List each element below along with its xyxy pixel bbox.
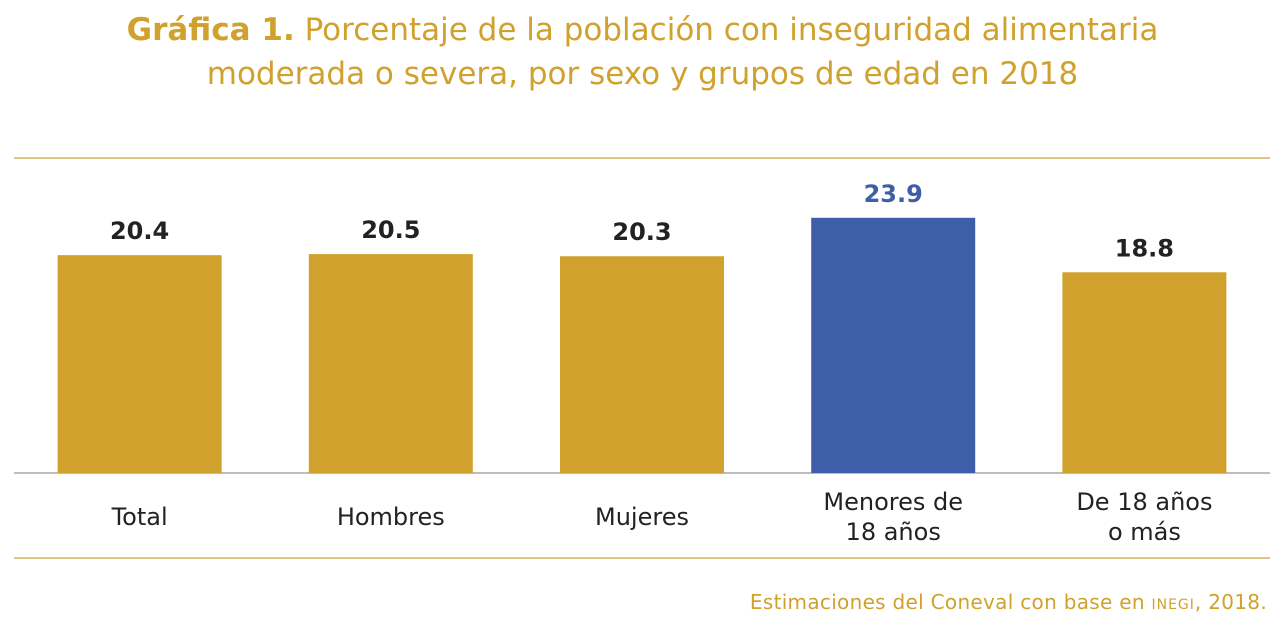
category-label-3-line-1: 18 años — [846, 518, 941, 546]
data-label-1: 20.5 — [361, 216, 420, 244]
title-text-1: Porcentaje de la población con insegurid… — [304, 12, 1159, 48]
data-label-3: 23.9 — [864, 180, 923, 208]
bar-0 — [57, 255, 222, 473]
category-label-4: De 18 años o más — [1076, 488, 1212, 546]
category-label-2-line-0: Mujeres — [595, 503, 689, 531]
bar-1 — [308, 254, 473, 473]
title-line-1: Gráfica 1. Porcentaje de la población co… — [0, 8, 1285, 52]
title-prefix: Gráfica 1. — [126, 12, 295, 48]
source-text-end: , 2018. — [1194, 590, 1267, 614]
category-label-0: Total — [111, 503, 168, 531]
category-label-2: Mujeres — [595, 503, 689, 531]
category-label-1: Hombres — [337, 503, 445, 531]
category-label-4-line-0: De 18 años — [1076, 488, 1212, 516]
source-note: Estimaciones del Coneval con base en INE… — [750, 590, 1267, 614]
source-text: Estimaciones del Coneval con base en — [749, 590, 1152, 614]
category-label-3: Menores de 18 años — [823, 488, 963, 546]
data-label-4: 18.8 — [1115, 234, 1174, 262]
bar-4 — [1062, 272, 1227, 473]
bar-3 — [811, 217, 976, 473]
category-label-4-line-1: o más — [1108, 518, 1181, 546]
chart-title: Gráfica 1. Porcentaje de la población co… — [0, 8, 1285, 96]
source-abbr: INEGI — [1151, 597, 1195, 613]
category-label-0-line-0: Total — [111, 503, 168, 531]
category-label-1-line-0: Hombres — [337, 503, 445, 531]
category-label-3-line-0: Menores de — [823, 488, 963, 516]
bar-2 — [560, 256, 724, 473]
data-label-2: 20.3 — [612, 218, 671, 246]
data-label-0: 20.4 — [110, 217, 169, 245]
title-text-2: moderada o severa, por sexo y grupos de … — [206, 56, 1079, 92]
